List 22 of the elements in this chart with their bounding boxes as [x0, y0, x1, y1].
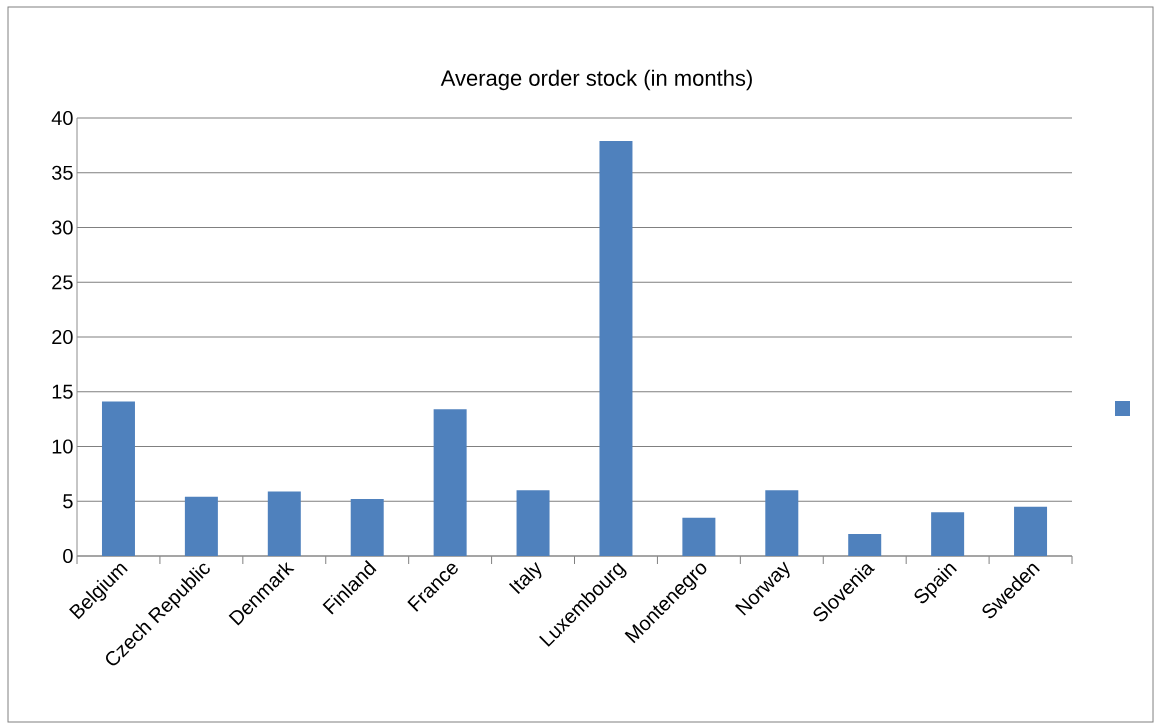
y-tick-label: 40 [51, 110, 73, 126]
bar [931, 512, 965, 556]
bar [1014, 506, 1048, 556]
bar [599, 141, 633, 556]
y-tick-label: 15 [52, 384, 73, 399]
y-tick-label: 20 [52, 329, 73, 345]
y-tick-label: 0 [63, 548, 73, 564]
bar [433, 409, 467, 556]
y-tick-label: 25 [52, 275, 73, 290]
bar [516, 490, 550, 556]
y-tick-label: 10 [52, 439, 73, 454]
chart-title: Average order stock (in months) [440, 69, 752, 91]
bar [101, 401, 135, 556]
y-tick-label: 5 [63, 494, 73, 509]
bar [682, 517, 716, 556]
bar [848, 534, 882, 556]
bar [267, 491, 301, 556]
y-tick-label: 30 [52, 220, 73, 235]
y-tick-label: 35 [52, 165, 73, 180]
bar [765, 490, 799, 556]
bar [350, 499, 384, 556]
bar [184, 496, 218, 556]
